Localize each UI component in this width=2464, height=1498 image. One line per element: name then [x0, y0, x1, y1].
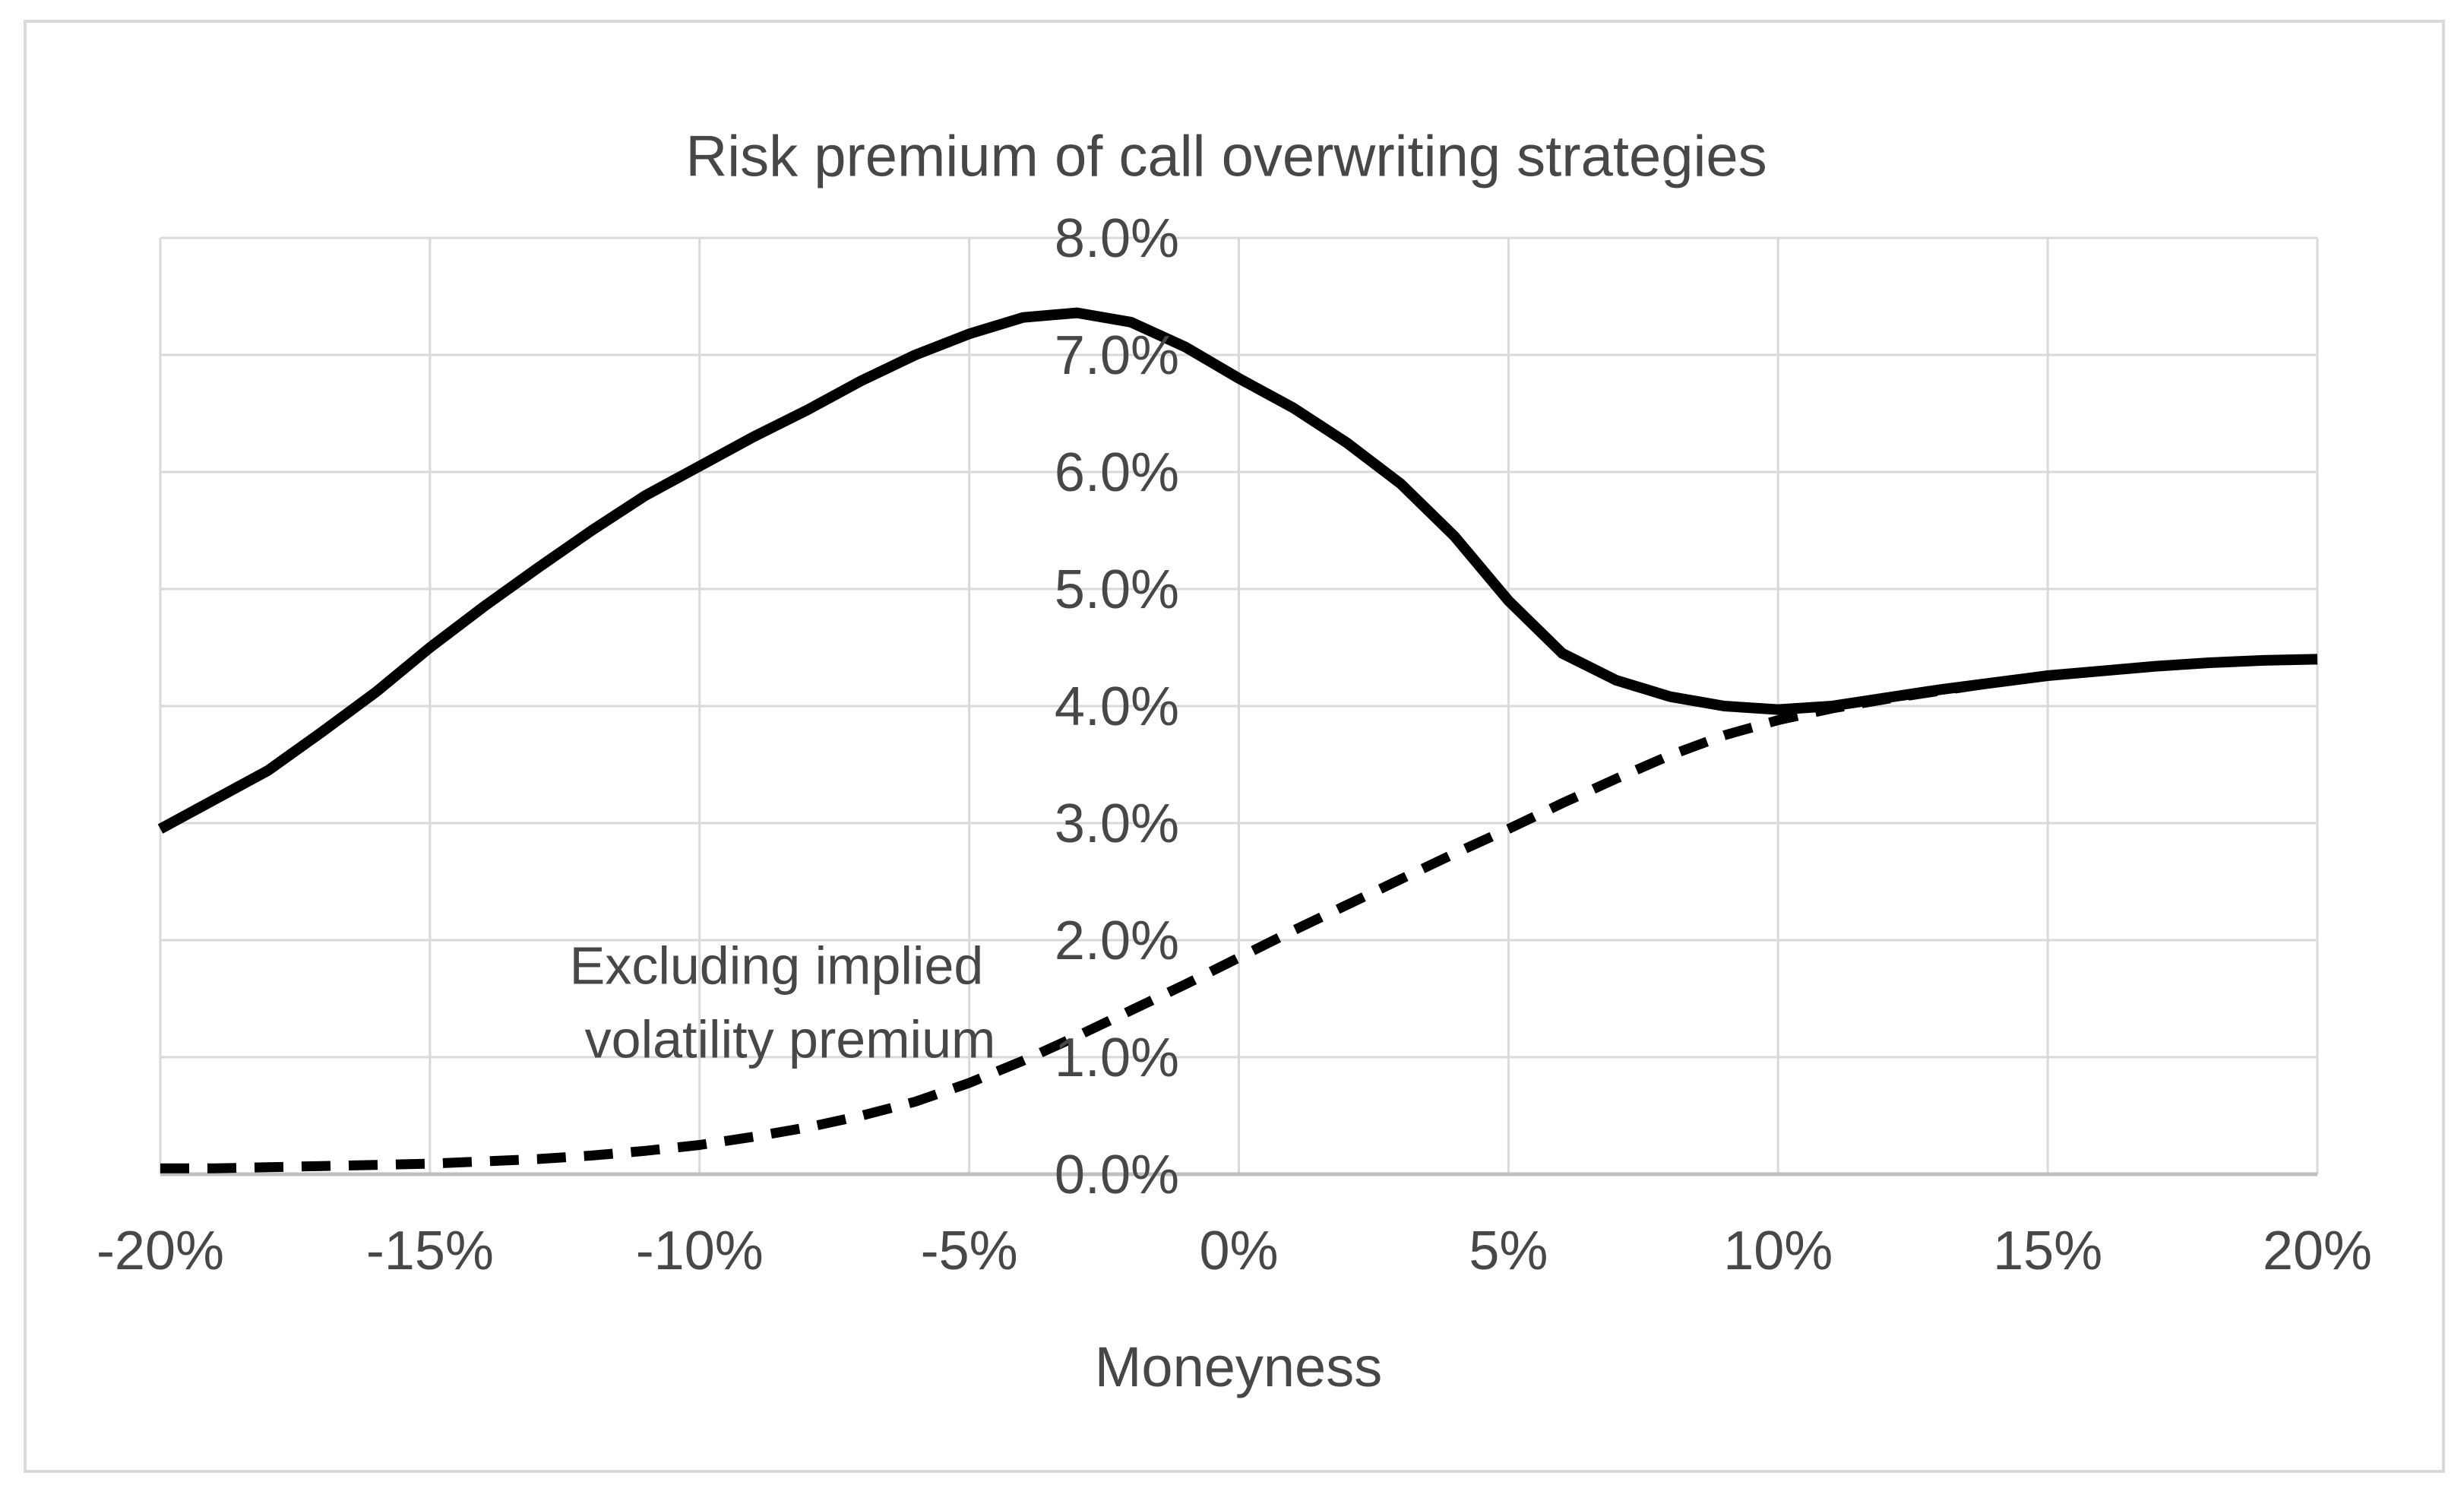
- annotation-line-1: Excluding implied: [570, 936, 984, 996]
- y-axis-tick-label: 8.0%: [1055, 208, 1179, 269]
- annotation-line-2: volatility premium: [585, 1010, 996, 1069]
- y-axis-tick-label: 4.0%: [1055, 676, 1179, 737]
- y-axis-tick-label: 5.0%: [1055, 559, 1179, 620]
- chart-title: Risk premium of call overwriting strateg…: [685, 125, 1767, 189]
- y-axis-tick-labels: 0.0% 1.0% 2.0% 3.0% 4.0% 5.0% 6.0% 7.0% 8.0%: [1055, 208, 1179, 1205]
- y-axis-tick-label: 1.0%: [1055, 1028, 1179, 1088]
- solid-series-line: [157, 307, 2318, 834]
- x-axis-tick-label: 20%: [2263, 1221, 2372, 1281]
- x-axis-tick-label: -10%: [636, 1221, 764, 1281]
- gridlines: [159, 236, 2319, 1174]
- x-axis-tick-label: -5%: [921, 1221, 1018, 1281]
- series-lines: [157, 307, 2318, 1173]
- y-axis-tick-label: 7.0%: [1055, 325, 1179, 386]
- y-axis-tick-label: 3.0%: [1055, 793, 1179, 854]
- x-axis-tick-label: -20%: [96, 1221, 224, 1281]
- x-axis-title: Moneyness: [1095, 1335, 1382, 1398]
- y-axis-tick-label: 0.0%: [1055, 1145, 1179, 1205]
- x-axis-tick-labels: -20% -15% -10% -5% 0% 5% 10% 15% 20%: [96, 1221, 2372, 1281]
- x-axis-tick-label: -15%: [366, 1221, 494, 1281]
- y-axis-tick-label: 2.0%: [1055, 911, 1179, 971]
- x-axis-tick-label: 10%: [1723, 1221, 1833, 1281]
- x-axis-tick-label: 0%: [1199, 1221, 1278, 1281]
- y-axis-tick-label: 6.0%: [1055, 442, 1179, 503]
- x-axis-tick-label: 5%: [1469, 1221, 1548, 1281]
- x-axis-tick-label: 15%: [1993, 1221, 2102, 1281]
- chart-border: [24, 20, 2445, 1473]
